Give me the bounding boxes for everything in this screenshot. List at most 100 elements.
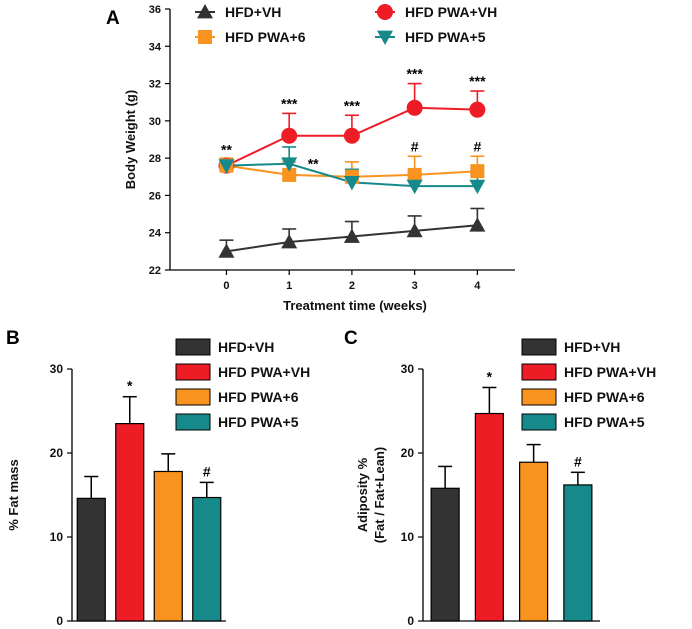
legend-label: HFD+VH [218, 339, 274, 355]
data-point [406, 99, 423, 116]
legend-entry: HFD+VH [195, 4, 281, 20]
legend-entry: HFD PWA+5 [521, 413, 645, 431]
data-point [469, 179, 486, 195]
x-tick-label: 4 [474, 280, 481, 292]
data-point [469, 101, 486, 118]
y-tick-label: 34 [149, 41, 162, 53]
bar [519, 461, 549, 622]
y-tick-label: 0 [56, 614, 63, 628]
significance-label: *** [281, 95, 298, 111]
significance-label: *** [406, 66, 423, 82]
y-tick-label: 30 [149, 116, 161, 128]
y-tick-label: 20 [50, 446, 64, 460]
x-axis-label: Treatment time (weeks) [283, 298, 427, 313]
legend-swatch [521, 363, 557, 381]
significance-label: *** [344, 97, 361, 113]
x-tick-label: 2 [349, 280, 355, 292]
legend-label: HFD PWA+6 [225, 29, 306, 45]
legend-label: HFD+VH [225, 4, 281, 20]
panel-c-bar-chart: C 0 10 20 30 Adiposity % (Fat / Fat+Lean) * # HFD… [344, 328, 656, 628]
legend-label: HFD PWA+5 [405, 29, 486, 45]
data-point [282, 167, 297, 182]
legend-label: HFD PWA+VH [564, 364, 656, 380]
y-tick-label: 32 [149, 79, 161, 91]
panel-label-c: C [344, 328, 358, 349]
legend-marker [198, 30, 212, 44]
legend-entry: HFD PWA+VH [175, 363, 310, 381]
significance-label: * [487, 368, 493, 384]
legend-marker [377, 4, 393, 20]
legend-swatch [175, 413, 211, 431]
series-errorbars-1 [219, 82, 485, 166]
data-point [343, 127, 360, 144]
legend-swatch [521, 338, 557, 356]
y-axis-label: (Fat / Fat+Lean) [372, 447, 387, 543]
y-tick-label: 10 [50, 530, 64, 544]
y-tick-label: 24 [149, 228, 162, 240]
data-point [281, 234, 298, 249]
legend-label: HFD PWA+VH [405, 4, 497, 20]
legend-swatch [521, 388, 557, 406]
data-point [343, 228, 360, 243]
data-point [281, 127, 298, 144]
series-points-0 [218, 217, 486, 258]
significance-label: * [127, 378, 133, 394]
data-point [218, 243, 235, 258]
data-point [281, 157, 298, 172]
legend-swatch [175, 388, 211, 406]
y-tick-label: 22 [149, 265, 161, 277]
data-point [469, 217, 486, 232]
legend-swatch [521, 413, 557, 431]
y-tick-label: 30 [50, 362, 64, 376]
data-point [407, 167, 422, 182]
bar [430, 487, 460, 622]
legend-label: HFD+VH [564, 339, 620, 355]
legend-label: HFD PWA+5 [218, 414, 299, 430]
legend-entry: HFD PWA+6 [521, 388, 645, 406]
y-tick-label: 0 [407, 614, 414, 628]
legend-entry: HFD+VH [521, 338, 620, 356]
panel-b-bar-chart: B 0 10 20 30 % Fat mass * # HFD+VH HFD PWA+VH HFD … [6, 328, 310, 628]
legend-entry: HFD PWA+6 [195, 29, 306, 45]
bar [192, 496, 222, 622]
significance-label: *** [469, 73, 486, 89]
data-point [343, 175, 360, 191]
y-axis-label: Body Weight (g) [123, 90, 138, 189]
bar [115, 423, 145, 622]
legend-entry: HFD PWA+VH [521, 363, 656, 381]
legend-entry: HFD+VH [175, 338, 274, 356]
data-point [406, 179, 423, 195]
y-tick-label: 10 [401, 530, 415, 544]
y-axis-label: Adiposity % [355, 457, 370, 532]
significance-label: # [411, 138, 419, 154]
significance-label: # [574, 453, 582, 469]
legend-entry: HFD PWA+5 [175, 413, 299, 431]
panel-label-a: A [106, 8, 120, 29]
series-points-3 [218, 157, 486, 195]
significance-label: # [473, 138, 481, 154]
bar [563, 484, 593, 622]
y-tick-label: 28 [149, 153, 161, 165]
significance-label: ** [308, 156, 319, 172]
y-axis-label: % Fat mass [6, 459, 21, 531]
y-tick-label: 30 [401, 362, 415, 376]
legend-label: HFD PWA+VH [218, 364, 310, 380]
legend-swatch [175, 363, 211, 381]
y-tick-label: 36 [149, 4, 161, 16]
legend-label: HFD PWA+5 [564, 414, 645, 430]
legend-label: HFD PWA+6 [564, 389, 645, 405]
x-tick-label: 1 [286, 280, 292, 292]
x-tick-label: 0 [223, 280, 229, 292]
significance-label: # [203, 463, 211, 479]
bar [474, 412, 504, 622]
y-tick-label: 20 [401, 446, 415, 460]
data-point [470, 164, 485, 179]
y-tick-label: 26 [149, 190, 161, 202]
legend-entry: HFD PWA+VH [375, 4, 497, 20]
legend-entry: HFD PWA+5 [375, 29, 486, 45]
bar [76, 497, 106, 622]
panel-label-b: B [6, 328, 20, 349]
legend-marker [197, 4, 213, 19]
